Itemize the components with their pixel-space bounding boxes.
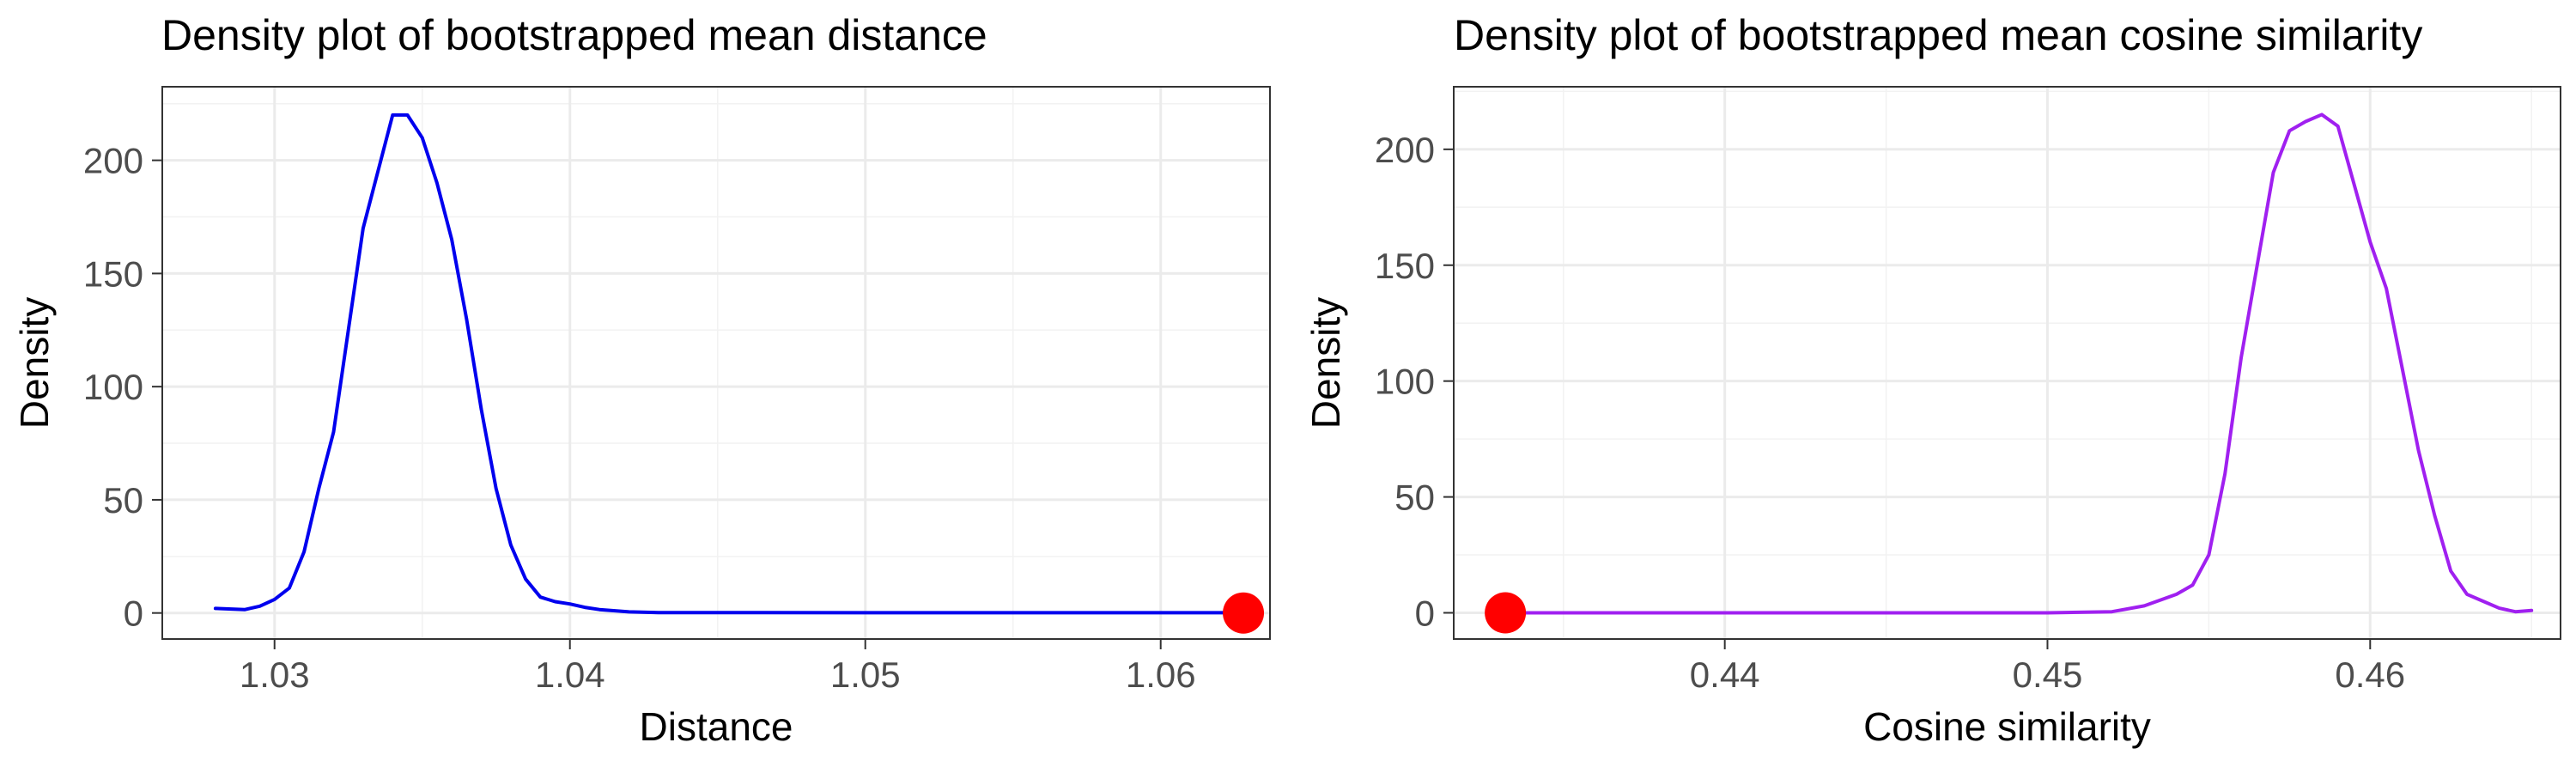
- x-tick-label: 1.05: [830, 654, 901, 695]
- y-tick-label: 100: [83, 367, 143, 407]
- y-tick-label: 150: [83, 253, 143, 294]
- x-axis-ticks: 0.44 0.45 0.46: [1690, 639, 2405, 695]
- density-line: [213, 113, 1245, 615]
- plot-border: [161, 86, 1271, 640]
- y-axis-ticks: 0 50 100 150 200: [83, 141, 162, 634]
- density-series: [213, 113, 1265, 634]
- x-axis-ticks: 1.03 1.04 1.05 1.06: [240, 639, 1196, 695]
- y-axis-ticks: 0 50 100 150 200: [1375, 130, 1454, 634]
- y-tick-label: 200: [1375, 130, 1435, 170]
- x-tick-label: 1.03: [240, 654, 310, 695]
- y-tick-label: 200: [83, 141, 143, 181]
- x-axis-title: Distance: [640, 704, 793, 749]
- density-line: [1504, 113, 2534, 615]
- grid-lines: [1454, 87, 2561, 639]
- x-tick-label: 0.44: [1690, 654, 1760, 695]
- y-tick-label: 50: [103, 480, 143, 520]
- x-tick-label: 0.46: [2335, 654, 2405, 695]
- x-axis-title: Cosine similarity: [1863, 704, 2151, 749]
- plot-background: [162, 87, 1270, 639]
- distance-density-panel: Density plot of bootstrapped mean distan…: [12, 11, 1271, 749]
- plot-background: [1454, 87, 2561, 639]
- density-series: [1485, 113, 2534, 634]
- y-axis-title: Density: [1303, 297, 1348, 429]
- x-tick-label: 1.04: [535, 654, 605, 695]
- observed-value-point: [1223, 592, 1265, 634]
- x-tick-label: 1.06: [1126, 654, 1196, 695]
- plot-border: [1453, 86, 2561, 640]
- chart-title: Density plot of bootstrapped mean distan…: [161, 11, 987, 59]
- y-axis-title: Density: [12, 297, 57, 429]
- cosine-density-panel: Density plot of bootstrapped mean cosine…: [1303, 11, 2561, 749]
- chart-title: Density plot of bootstrapped mean cosine…: [1454, 11, 2422, 59]
- y-tick-label: 0: [124, 593, 143, 634]
- y-tick-label: 50: [1394, 478, 1435, 518]
- y-tick-label: 0: [1415, 593, 1435, 634]
- y-tick-label: 100: [1375, 362, 1435, 402]
- x-tick-label: 0.45: [2013, 654, 2083, 695]
- observed-value-point: [1485, 592, 1527, 634]
- y-tick-label: 150: [1375, 246, 1435, 286]
